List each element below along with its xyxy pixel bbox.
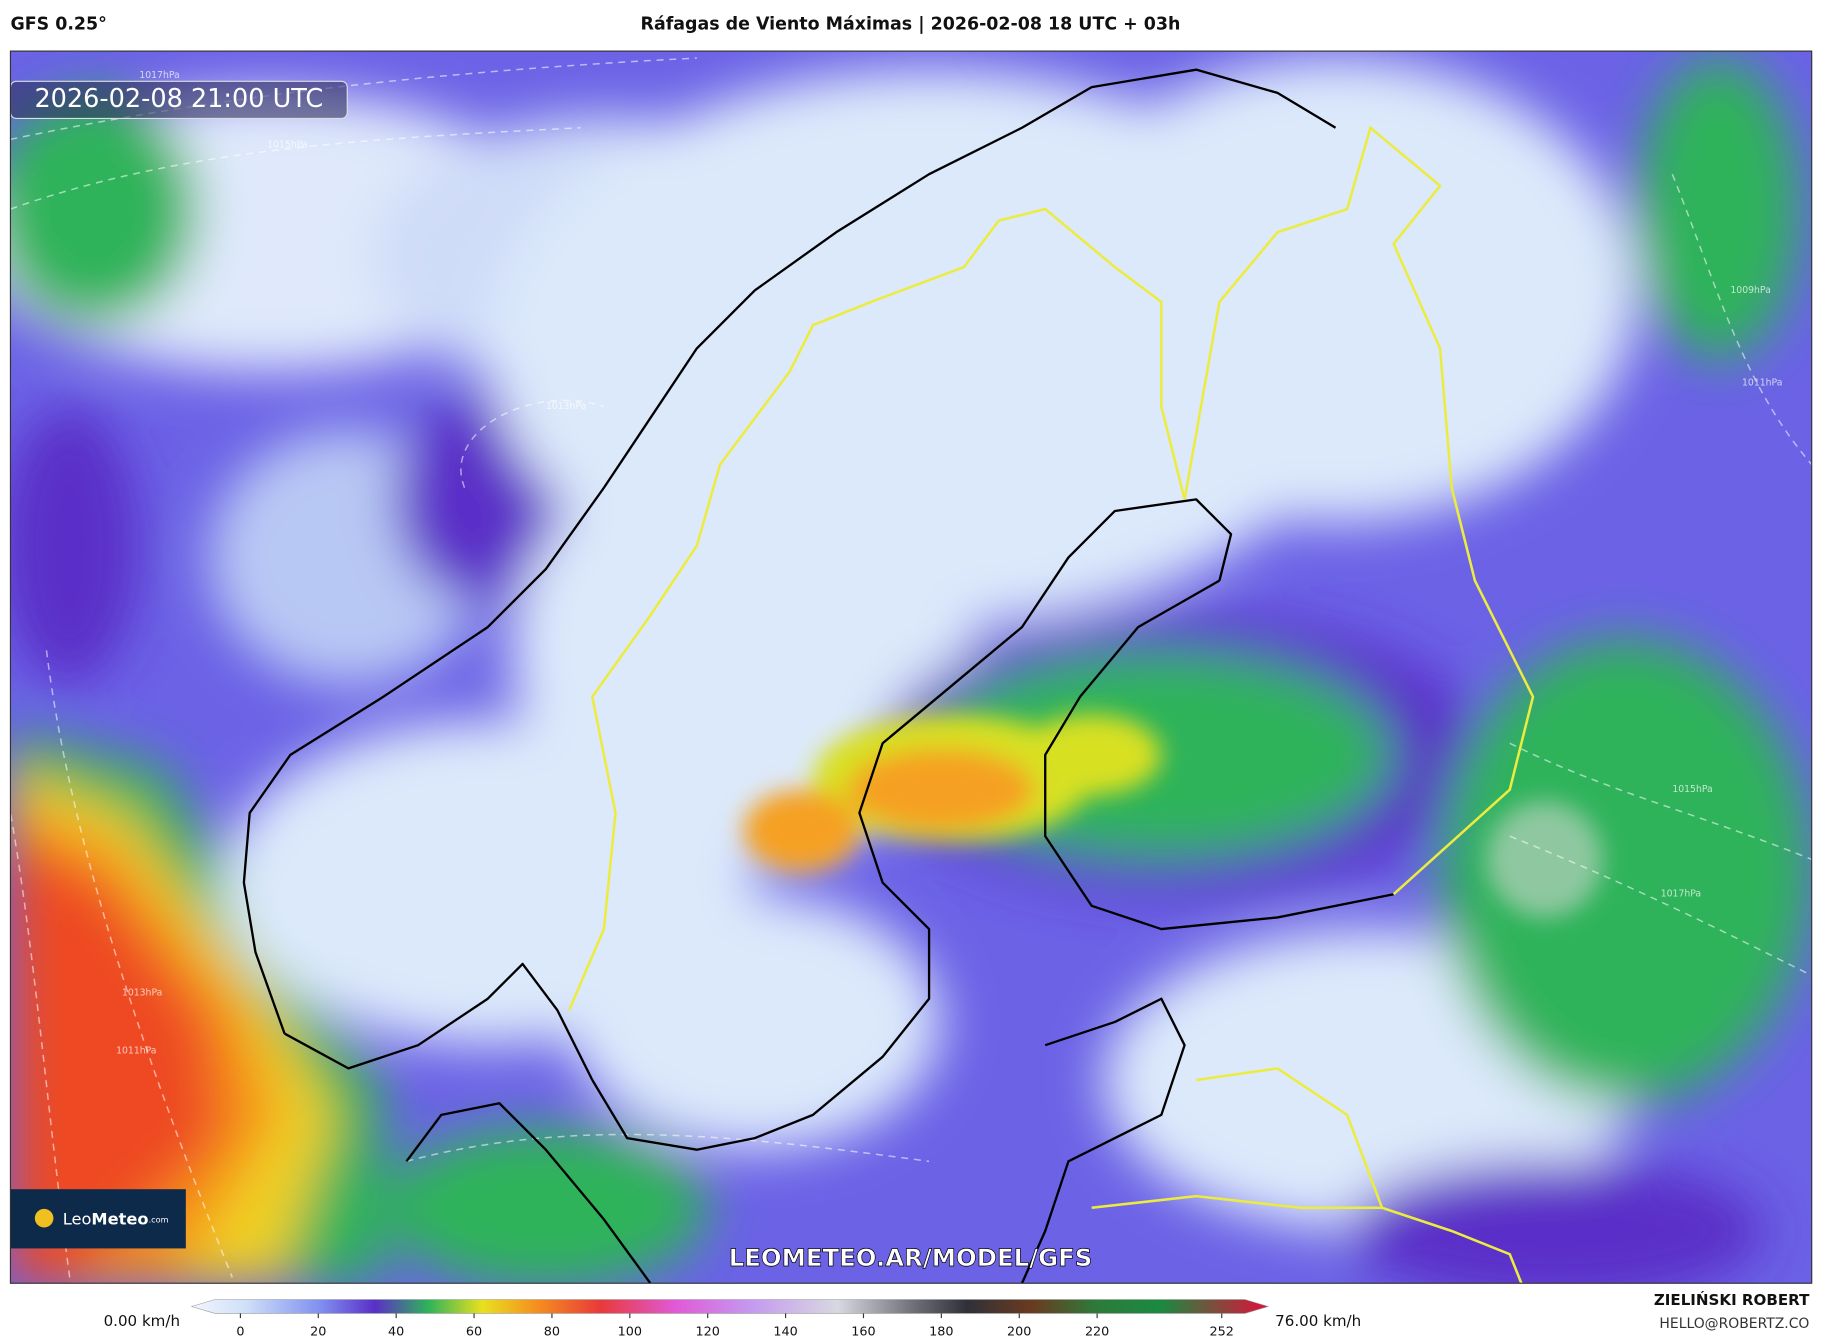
- isobar-label: 1013hPa: [546, 401, 586, 412]
- isobar-label: 1015hPa: [1672, 784, 1712, 795]
- logo-suffix: .com: [149, 1214, 169, 1224]
- colorbar-tick-label: 180: [929, 1325, 953, 1339]
- colorbar-tick-label: 20: [310, 1325, 326, 1339]
- watermark: LEOMETEO.AR/MODEL/GFS: [729, 1243, 1093, 1272]
- logo: LeoMeteo.com: [63, 1209, 169, 1228]
- timestamp: 2026-02-08 21:00 UTC: [34, 84, 323, 114]
- colorbar-max-label: 76.00 km/h: [1275, 1312, 1361, 1330]
- logo-brand: Leo: [63, 1209, 92, 1228]
- logo-sun: [34, 1208, 54, 1228]
- colorbar-tick-label: 80: [544, 1325, 560, 1339]
- isobar-label: 1017hPa: [139, 70, 179, 81]
- colorbar-tick-label: 60: [466, 1325, 482, 1339]
- isobar-label: 1013hPa: [122, 987, 162, 998]
- logo-brand-bold: Meteo: [91, 1209, 148, 1228]
- colorbar-tick-label: 160: [851, 1325, 875, 1339]
- colorbar: [190, 1299, 1270, 1314]
- colorbar-tick-label: 220: [1085, 1325, 1109, 1339]
- colorbar-tick-label: 140: [773, 1325, 797, 1339]
- colorbar-tick-label: 200: [1007, 1325, 1031, 1339]
- colorbar-min-label: 0.00 km/h: [104, 1312, 180, 1330]
- colorbar-tick-label: 0: [236, 1325, 244, 1339]
- model-label: GFS 0.25°: [10, 14, 106, 34]
- colorbar-tick-label: 252: [1210, 1325, 1234, 1339]
- credit-author: ZIELIŃSKI ROBERT: [1654, 1290, 1810, 1309]
- map-title: Ráfagas de Viento Máximas | 2026-02-08 1…: [641, 14, 1181, 34]
- credit-email: HELLO@ROBERTZ.CO: [1659, 1316, 1809, 1332]
- colorbar-tick-label: 120: [696, 1325, 720, 1339]
- colorbar-tick-label: 100: [618, 1325, 642, 1339]
- isobar-label: 1017hPa: [1661, 889, 1701, 900]
- colorbar-tick-label: 40: [388, 1325, 404, 1339]
- isobar-label: 1009hPa: [1730, 285, 1770, 296]
- isobar-label: 1011hPa: [116, 1045, 156, 1056]
- map: 1017hPa 1015hPa 1013hPa 1013hPa 1011hPa 1009h…: [10, 51, 1812, 1284]
- isobar-label: 1011hPa: [1742, 378, 1782, 389]
- isobar-label: 1015hPa: [267, 140, 307, 151]
